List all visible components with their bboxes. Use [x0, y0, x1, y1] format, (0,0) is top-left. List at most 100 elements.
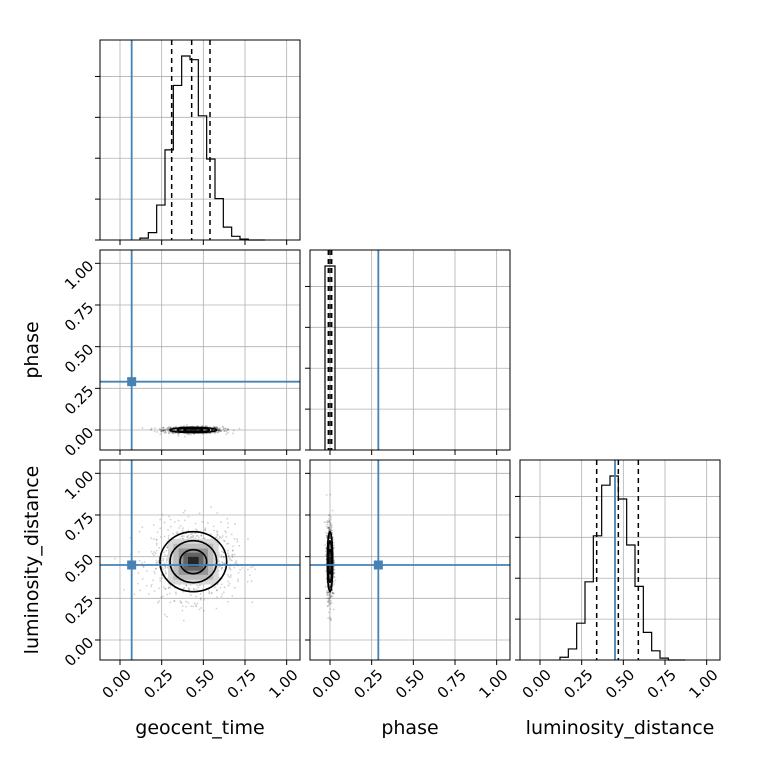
- sample-point: [208, 592, 211, 595]
- sample-point: [221, 566, 223, 569]
- truth-marker: [373, 560, 383, 570]
- sample-point: [331, 592, 334, 595]
- sample-point: [328, 514, 331, 517]
- sample-point: [160, 430, 163, 433]
- sample-point: [219, 429, 222, 432]
- sample-point: [185, 584, 188, 587]
- sample-point: [164, 587, 166, 590]
- sample-point: [167, 534, 170, 537]
- sample-point: [162, 427, 165, 429]
- sample-point: [163, 426, 165, 429]
- sample-point: [236, 540, 239, 543]
- xtick-label-phase-0: 0.00: [309, 666, 345, 702]
- xtick-label-geocent_time-0: 0.00: [99, 666, 135, 702]
- sample-point: [153, 551, 156, 553]
- sample-point: [333, 541, 335, 544]
- sample-point: [327, 601, 330, 604]
- sample-point: [155, 543, 158, 546]
- sample-point: [329, 586, 331, 589]
- sample-point: [220, 536, 223, 539]
- sample-point: [173, 429, 176, 431]
- sample-point: [323, 521, 326, 524]
- sample-point: [328, 529, 331, 532]
- contour-2: [179, 548, 208, 575]
- sample-point: [228, 575, 230, 578]
- sample-point: [160, 430, 163, 432]
- sample-point: [143, 561, 146, 563]
- sample-point: [223, 540, 226, 543]
- sample-point: [201, 425, 203, 427]
- sample-point: [180, 535, 183, 538]
- sample-point: [182, 587, 185, 590]
- sample-point: [329, 602, 332, 605]
- sample-point: [183, 424, 186, 427]
- sample-point: [326, 521, 329, 524]
- sample-point: [330, 525, 332, 528]
- sample-point: [163, 429, 166, 432]
- sample-point: [229, 568, 232, 571]
- sample-point: [180, 602, 182, 605]
- sample-point: [330, 529, 333, 532]
- sample-point: [330, 528, 333, 530]
- sample-point: [183, 509, 186, 512]
- sample-point: [220, 556, 223, 559]
- sample-point: [189, 533, 192, 536]
- sample-point: [249, 566, 252, 569]
- sample-point: [214, 426, 217, 429]
- sample-point: [137, 572, 140, 574]
- sample-point: [327, 600, 330, 603]
- sample-point: [330, 600, 332, 602]
- sample-point: [164, 431, 167, 434]
- sample-point: [164, 431, 167, 434]
- sample-point: [153, 430, 156, 433]
- sample-point: [158, 428, 161, 431]
- histogram-geocent_time: [139, 55, 265, 241]
- sample-point: [333, 583, 335, 585]
- ytick-label-phase-0: 0.00: [61, 424, 97, 460]
- hist-panel-luminosity_distance: [515, 459, 721, 665]
- sample-point: [218, 535, 221, 538]
- sample-point: [325, 554, 327, 557]
- sample-point: [194, 522, 197, 525]
- sample-point: [330, 619, 332, 622]
- sample-point: [169, 426, 172, 429]
- sample-point: [221, 562, 224, 565]
- sample-point: [195, 588, 197, 591]
- sample-point: [219, 429, 222, 432]
- sample-point: [326, 605, 329, 608]
- sample-point: [167, 428, 169, 431]
- sample-point: [152, 579, 154, 582]
- sample-point: [331, 595, 334, 598]
- sample-point: [162, 429, 164, 431]
- sample-point: [223, 562, 226, 565]
- sample-point: [161, 426, 164, 429]
- sample-point: [330, 595, 332, 598]
- sample-point: [177, 432, 180, 435]
- sample-point: [209, 533, 212, 535]
- sample-point: [222, 426, 225, 428]
- sample-point: [221, 561, 224, 563]
- sample-point: [161, 429, 164, 432]
- sample-point: [179, 600, 182, 603]
- sample-point: [219, 427, 222, 430]
- sample-point: [163, 613, 166, 616]
- sample-point: [199, 598, 202, 601]
- sample-point: [220, 583, 223, 586]
- sample-point: [165, 571, 167, 574]
- sample-point: [154, 572, 156, 575]
- sample-point: [168, 515, 170, 518]
- sample-point: [325, 525, 328, 528]
- sample-point: [327, 526, 330, 529]
- ytick-label-phase-2: 0.50: [61, 340, 97, 376]
- hist-panel-phase-frame: [309, 249, 511, 451]
- sample-point: [168, 592, 171, 595]
- sample-point: [190, 536, 192, 539]
- sample-point: [224, 427, 227, 430]
- xaxis-label-luminosity_distance: luminosity_distance: [526, 717, 715, 739]
- sample-point: [181, 609, 184, 612]
- density-block-4: [188, 556, 199, 567]
- sample-point: [178, 432, 181, 435]
- sample-point: [328, 584, 331, 587]
- sample-point: [141, 577, 144, 580]
- sample-point: [238, 544, 241, 547]
